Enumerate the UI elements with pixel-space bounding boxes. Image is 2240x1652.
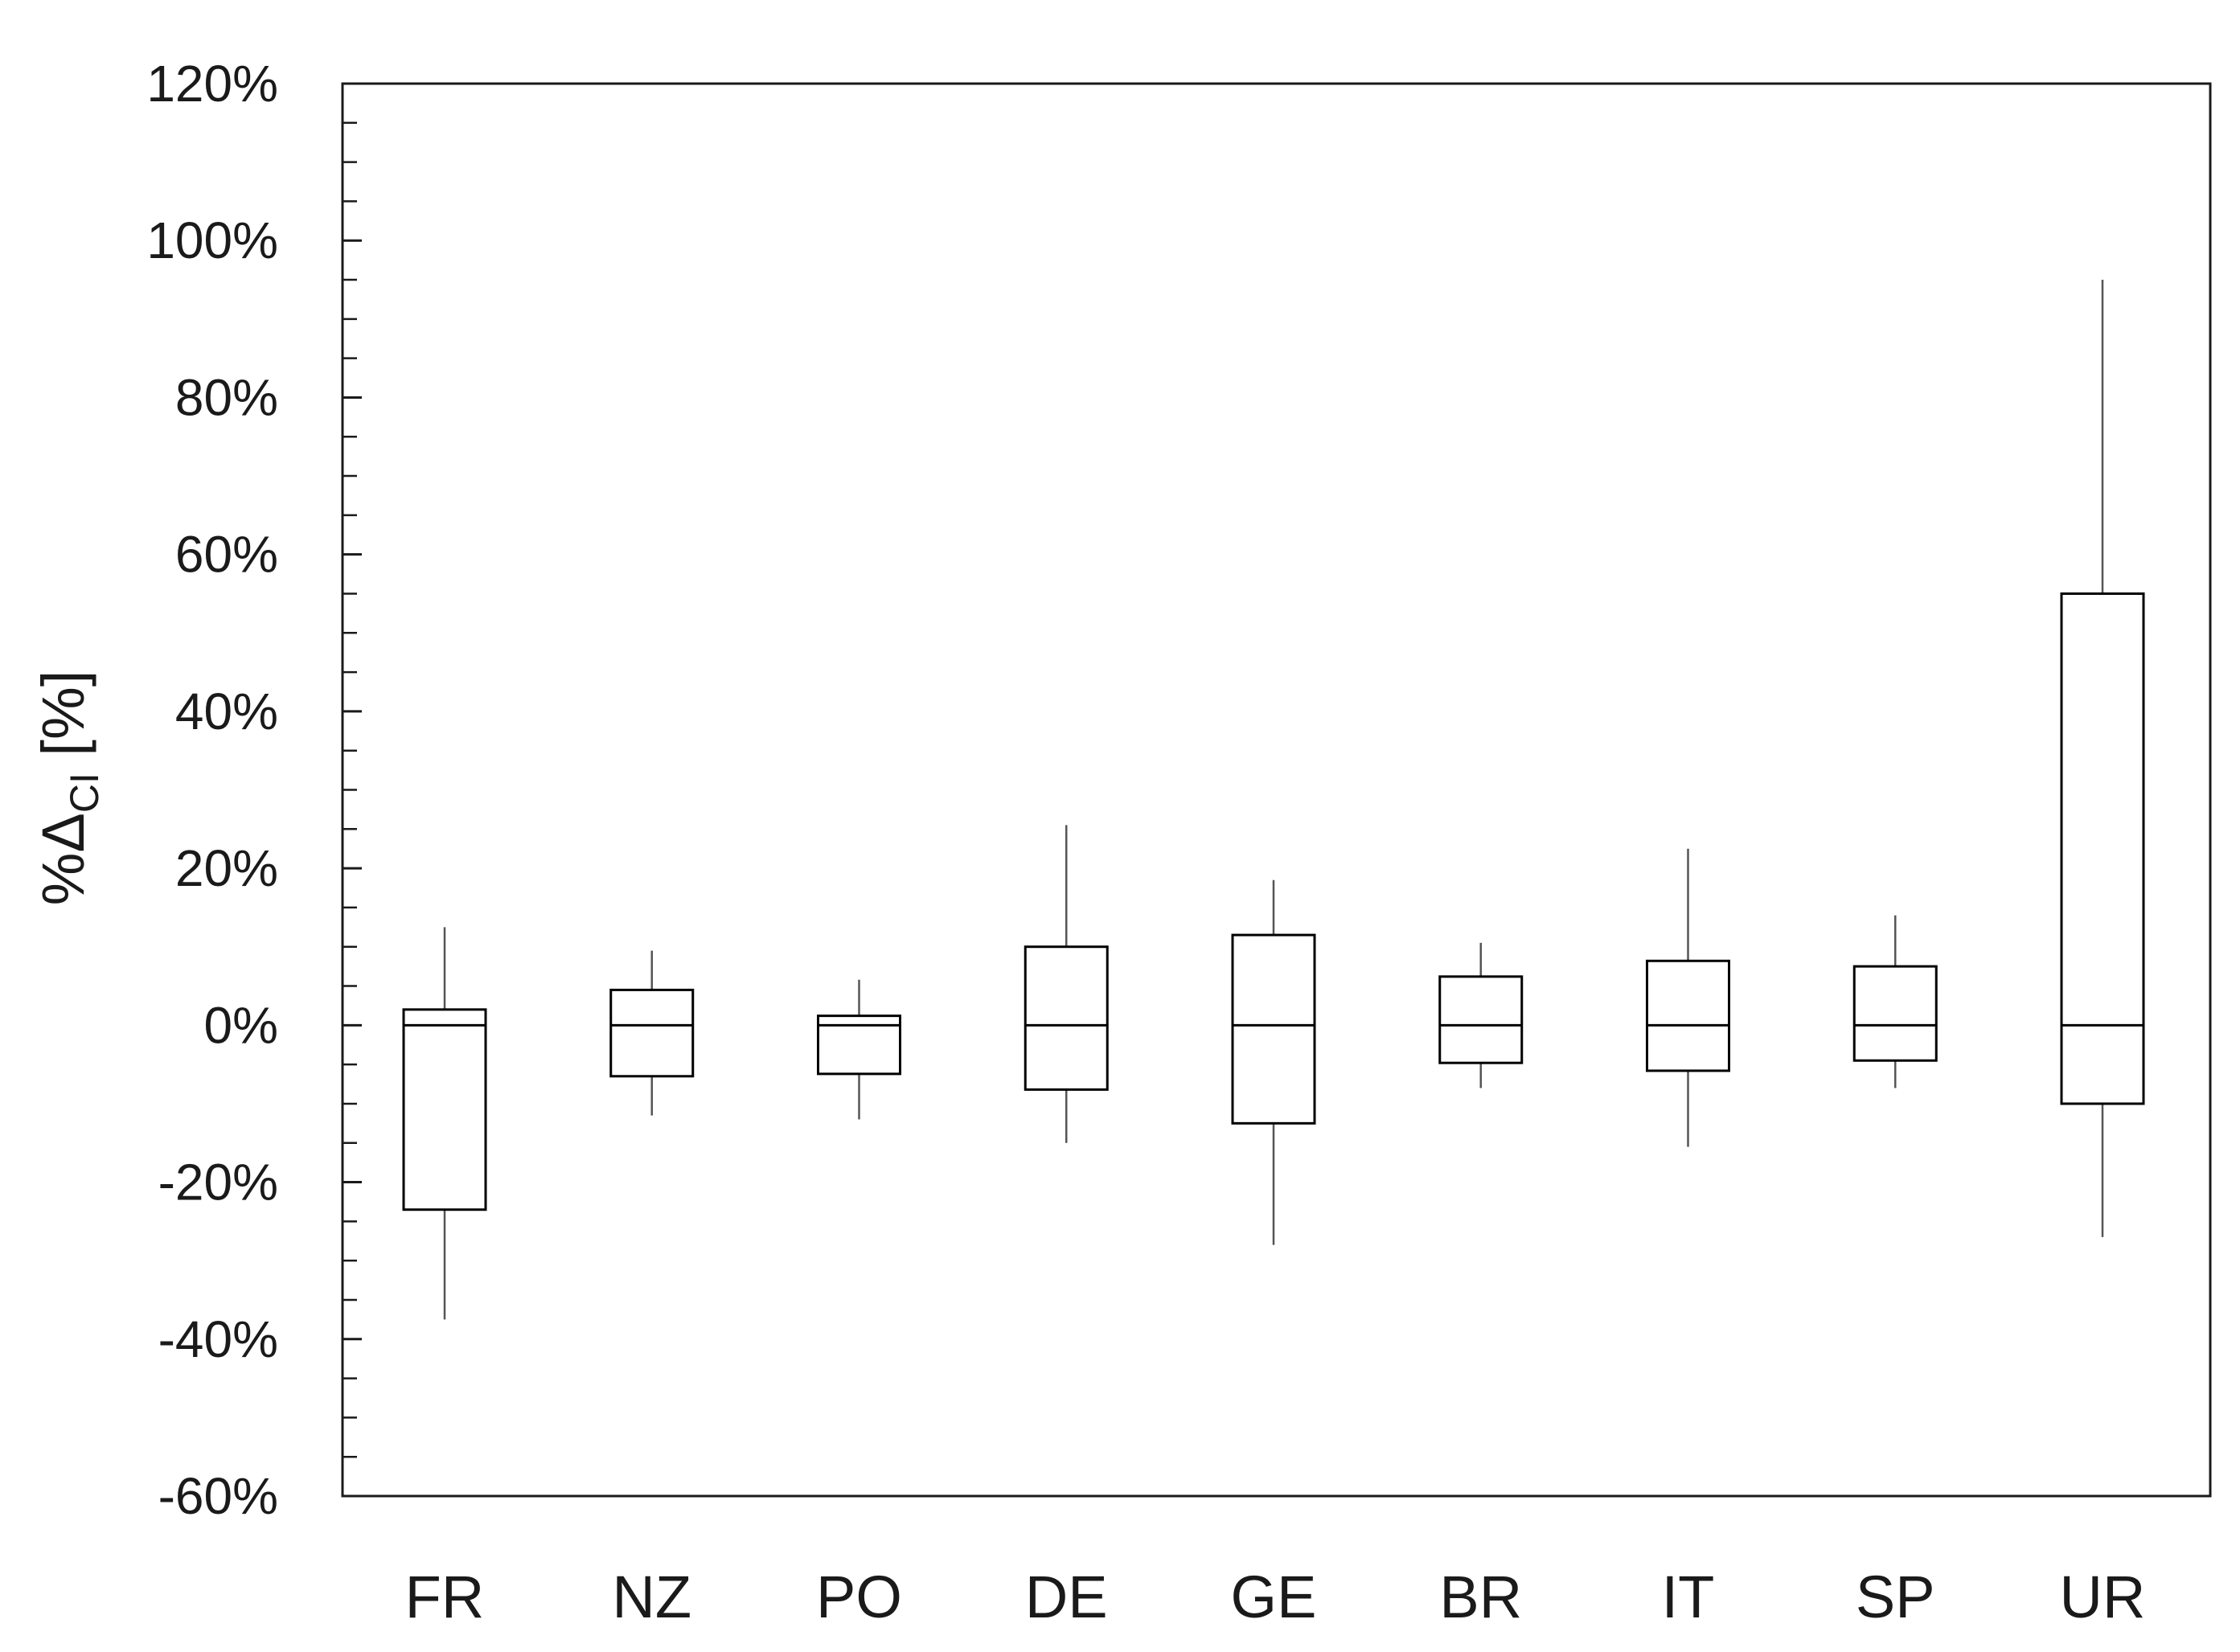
y-tick-label: -60%: [158, 1467, 278, 1525]
box-iqr: [609, 988, 695, 1078]
y-tick-label: 60%: [175, 526, 278, 584]
x-category-label: IT: [1662, 1564, 1715, 1630]
box-iqr: [1646, 959, 1730, 1072]
box-it: [1646, 848, 1730, 1147]
y-tick-label: 20%: [175, 839, 278, 897]
box-iqr: [1852, 965, 1938, 1062]
axis-layer: [341, 82, 2212, 1498]
box-sp: [1852, 915, 1938, 1088]
y-axis-label-subscript: CI: [62, 773, 107, 813]
x-category-label: NZ: [612, 1564, 691, 1630]
box-ge: [1231, 879, 1316, 1245]
x-category-label: BR: [1439, 1564, 1522, 1630]
box-iqr: [402, 1008, 487, 1211]
x-category-label: UR: [2060, 1564, 2146, 1630]
x-category-label: GE: [1231, 1564, 1317, 1630]
box-po: [817, 979, 901, 1120]
y-tick-label: 120%: [146, 55, 278, 113]
box-ur: [2060, 280, 2145, 1237]
box-iqr: [1438, 975, 1524, 1064]
y-axis-label-prefix: %Δ: [30, 813, 96, 905]
y-tick-label: 80%: [175, 368, 278, 426]
y-tick-label: 40%: [175, 683, 278, 740]
y-tick-label: 0%: [204, 996, 279, 1054]
y-axis-ticks: [343, 82, 362, 1498]
box-de: [1024, 825, 1109, 1143]
x-category-label: DE: [1025, 1564, 1108, 1630]
box-iqr: [1231, 933, 1316, 1125]
x-category-label: SP: [1856, 1564, 1935, 1630]
boxes-layer: [402, 280, 2145, 1320]
y-tick-label: -40%: [158, 1310, 278, 1368]
y-tick-label: 100%: [146, 211, 278, 269]
y-axis-label-suffix: [%]: [30, 670, 96, 773]
box-br: [1438, 942, 1524, 1088]
box-nz: [609, 950, 695, 1116]
labels-layer: -60% -40% -20% 0% 20% 40% 60% 80% 100% 120% FR NZ PO…: [146, 55, 2145, 1630]
y-tick-label: -20%: [158, 1154, 278, 1211]
y-axis-label: %ΔCI [%]: [30, 670, 107, 906]
box-iqr: [2060, 592, 2145, 1105]
x-category-label: PO: [816, 1564, 902, 1630]
box-fr: [402, 927, 487, 1320]
box-iqr: [1024, 945, 1109, 1091]
plot-frame: [341, 82, 2212, 1498]
x-category-label: FR: [405, 1564, 485, 1630]
